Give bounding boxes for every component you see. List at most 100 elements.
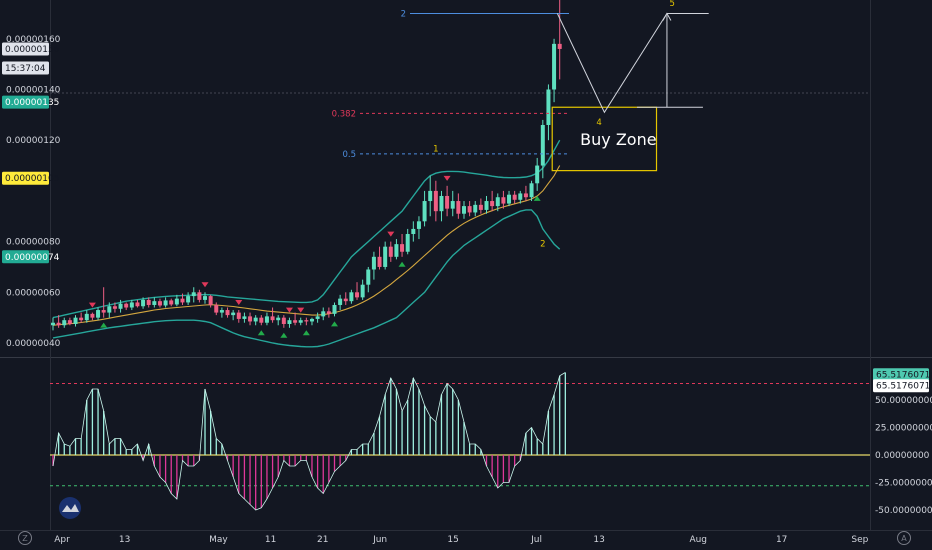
candle-body — [51, 322, 55, 326]
candle-body — [236, 312, 241, 319]
candle-body — [343, 298, 348, 302]
candle-body — [174, 298, 179, 305]
candle-body — [467, 206, 472, 213]
candle-body — [535, 165, 540, 184]
fib-level-label: 0.5 — [342, 150, 356, 160]
tv-logo-badge[interactable] — [59, 497, 81, 519]
candle-body — [338, 298, 343, 305]
price-badge — [2, 250, 49, 264]
candle-body — [478, 204, 483, 210]
candle-body — [197, 292, 202, 300]
candle-body — [242, 316, 247, 319]
price-tick-label: 0.00000120 — [6, 136, 61, 146]
osc-tick-label: -25.00000000 — [875, 479, 932, 489]
time-tick-label: 13 — [593, 535, 604, 545]
bollinger-lower-line — [52, 209, 561, 348]
candle-body — [360, 284, 365, 298]
candle-body — [163, 300, 168, 306]
time-axis[interactable]: Apr 13 May 11 21 Jun 15 Jul 13 Aug 17 Sep — [54, 535, 868, 545]
candle-body — [56, 322, 61, 326]
buy-zone-label: Buy Zone — [580, 130, 656, 149]
candle-body — [259, 317, 264, 323]
candle-body — [388, 246, 393, 257]
buy-zone-box[interactable] — [551, 106, 658, 172]
oscillator-axis[interactable]: 50.00000000 25.00000000 0.00000000 -25.0000… — [873, 368, 932, 516]
price-badge — [2, 42, 49, 56]
price-tick-label: 0.00000060 — [6, 288, 61, 298]
oscillator-pane — [50, 372, 870, 511]
candle-body — [383, 246, 388, 267]
candle-body — [394, 244, 399, 257]
candle-body — [248, 316, 253, 322]
candle-body — [225, 310, 230, 316]
time-tick-label: Jul — [530, 535, 542, 545]
ema-line-path — [52, 165, 561, 326]
candle-body — [169, 300, 174, 305]
candle-body — [416, 221, 421, 229]
candle-body — [180, 298, 185, 303]
candle-body — [540, 124, 545, 166]
candle-body — [552, 43, 557, 90]
time-tick-label: Apr — [54, 535, 70, 545]
candle-body — [557, 43, 562, 49]
timezone-button[interactable]: Z — [18, 531, 32, 545]
price-badge-label: 0.00000156 — [5, 45, 60, 55]
candle-body — [405, 233, 410, 252]
candle-body — [129, 302, 134, 308]
candle-body — [270, 316, 275, 321]
candle-body — [219, 310, 224, 313]
candle-body — [512, 194, 517, 200]
candle-body — [281, 317, 286, 324]
candle-body — [507, 194, 512, 204]
osc-value-badge — [873, 379, 929, 393]
candle-body — [152, 301, 157, 305]
price-badge — [2, 95, 49, 109]
candle-body — [231, 312, 236, 316]
candle-body — [473, 204, 478, 213]
timezone-icon — [18, 531, 32, 545]
candle-body — [445, 195, 450, 209]
logo-badge-circle — [59, 497, 81, 519]
candle-body — [298, 320, 303, 323]
price-tick-label: 0.00000040 — [6, 339, 61, 349]
candle-body — [208, 296, 213, 305]
candle-body — [422, 201, 427, 222]
candle-body — [433, 190, 438, 212]
osc-outline — [52, 372, 566, 511]
auto-scale-button[interactable]: A — [897, 531, 911, 545]
candle-body — [287, 320, 292, 324]
projection-path[interactable] — [556, 13, 709, 114]
candle-body — [62, 320, 67, 326]
candle-body — [79, 317, 84, 321]
candle-body — [157, 301, 162, 306]
price-axis[interactable]: 0.000001800.000001600.000001400.00000120… — [2, 0, 61, 349]
candle-body — [349, 292, 354, 302]
candle-body — [107, 306, 112, 313]
price-badge-label: 0.00000074 — [5, 253, 60, 263]
price-badge — [2, 61, 49, 75]
candle-body — [84, 313, 89, 321]
candle-body — [253, 317, 258, 322]
time-tick-label: 13 — [119, 535, 130, 545]
candle-body — [411, 228, 416, 234]
candle-body — [135, 302, 140, 307]
fib-level-label: 0.382 — [332, 109, 356, 119]
time-tick-label: 11 — [265, 535, 276, 545]
auto-scale-icon — [897, 531, 911, 545]
osc-value-badge — [873, 368, 929, 382]
candle-body — [400, 244, 405, 252]
candle-body — [332, 304, 337, 314]
sell-signal-marker — [88, 302, 96, 308]
wave-label: 2 — [540, 240, 545, 250]
osc-tick-label: 25.00000000 — [875, 424, 932, 434]
candle-body — [315, 316, 320, 319]
time-tick-label: 17 — [776, 535, 787, 545]
candle-body — [141, 299, 146, 307]
time-tick-label: Sep — [851, 535, 868, 545]
price-tick-label: 0.00000080 — [6, 238, 61, 248]
candle-body — [67, 320, 72, 324]
